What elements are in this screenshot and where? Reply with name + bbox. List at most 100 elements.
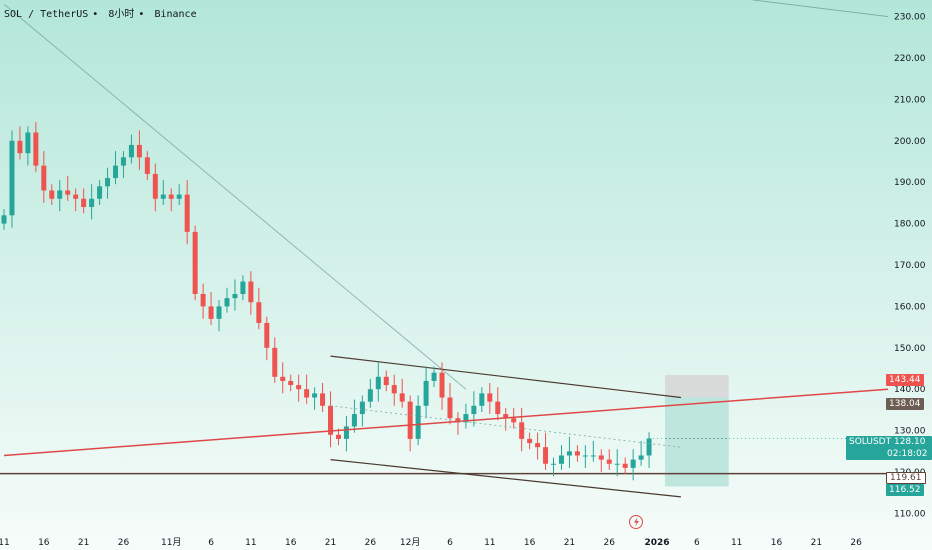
- profit-zone: [665, 397, 729, 487]
- time-tick-label: 12月: [400, 537, 420, 548]
- candle-body: [415, 405, 421, 439]
- candle-body: [264, 322, 270, 348]
- candle-body: [566, 451, 572, 456]
- stop-price-tag: 119.61: [886, 472, 926, 484]
- price-tick-label: 230.00: [894, 13, 926, 23]
- candle-body: [638, 455, 644, 460]
- candle-body: [351, 414, 357, 427]
- candle-body: [304, 389, 310, 398]
- candle-body: [288, 380, 294, 386]
- candle-body: [192, 231, 198, 294]
- candle-body: [622, 463, 628, 468]
- price-tick-label: 210.00: [894, 95, 926, 105]
- candle-body: [97, 186, 103, 199]
- time-tick-label: 6: [447, 538, 453, 548]
- candle-body: [527, 438, 533, 444]
- candle-body: [89, 198, 95, 208]
- candle-body: [128, 144, 134, 158]
- candle-body: [606, 459, 612, 464]
- candle-body: [105, 178, 111, 187]
- candle-body: [296, 385, 302, 390]
- drawings-front-layer: [3, 388, 889, 457]
- interval-label[interactable]: 8小时: [108, 9, 135, 20]
- price-tick-label: 200.00: [894, 137, 926, 147]
- symbol-tag-label: SOLUSDT: [849, 437, 892, 447]
- candle-body: [328, 405, 334, 435]
- candle-body: [73, 194, 79, 199]
- candle-body: [17, 140, 23, 154]
- candle-body: [152, 173, 158, 199]
- candle-body: [200, 293, 206, 307]
- candle-body: [9, 140, 15, 216]
- candle-body: [343, 426, 349, 439]
- candle-body: [224, 298, 230, 307]
- time-tick-label: 11: [484, 538, 495, 548]
- candle-body: [543, 447, 549, 464]
- mid-price-tag: 138.04: [886, 398, 924, 410]
- candle-body: [232, 293, 238, 299]
- candle-body: [431, 372, 437, 381]
- time-tick-label: 11: [245, 538, 256, 548]
- chart-legend: SOL / TetherUS • 8小时 • Binance: [4, 5, 201, 20]
- candle-body: [455, 418, 461, 423]
- candle-body: [447, 397, 453, 419]
- channel-upper-line: [330, 355, 682, 399]
- candle-body: [375, 376, 381, 390]
- descending-trendline: [3, 3, 467, 390]
- time-tick-label: 26: [118, 538, 130, 548]
- price-tick-label: 130.00: [894, 427, 926, 437]
- price-tick-label: 150.00: [894, 344, 926, 354]
- candle-body: [391, 385, 397, 394]
- channel-lower-line: [330, 459, 682, 498]
- time-tick-label: 21: [78, 538, 89, 548]
- candle-body: [272, 347, 278, 377]
- candle-body: [590, 455, 596, 457]
- candle-body: [312, 393, 318, 398]
- candle-body: [248, 281, 254, 303]
- low-price-tag: 116.52: [886, 484, 924, 496]
- candle-body: [582, 455, 588, 457]
- symbol-name[interactable]: SOL / TetherUS: [4, 9, 89, 20]
- upper-trendline: [750, 0, 889, 17]
- candle-body: [112, 165, 118, 179]
- drawings-layer: [0, 0, 889, 498]
- candle-body: [57, 190, 63, 199]
- time-axis[interactable]: 11 16 21 26 11月 6 11 16 21 26 12月 6 11 16 21 26 2026 6 11 1…: [0, 537, 862, 548]
- time-tick-label: 16: [38, 538, 50, 548]
- candle-body: [49, 190, 55, 199]
- candle-body: [136, 144, 142, 158]
- candle-body: [558, 455, 564, 464]
- candle-body: [511, 418, 517, 423]
- candle-body: [184, 194, 190, 232]
- candle-body: [65, 190, 71, 195]
- candle-body: [335, 434, 341, 439]
- candle-body: [519, 422, 525, 439]
- price-tick-label: 110.00: [894, 509, 926, 519]
- legend-separator: •: [138, 9, 145, 20]
- candle-body: [240, 281, 246, 294]
- candle-body: [535, 443, 541, 448]
- candle-body: [439, 372, 445, 398]
- candle-body: [574, 451, 580, 456]
- lightning-icon[interactable]: [629, 515, 643, 529]
- candle-body: [407, 401, 413, 439]
- last-price-value: 128.10: [893, 437, 926, 447]
- candle-body: [614, 463, 620, 465]
- countdown-timer: 02:18:02: [887, 449, 928, 459]
- candle-body: [383, 376, 389, 386]
- candle-body: [503, 414, 509, 419]
- candle-body: [551, 463, 557, 465]
- candle-body: [41, 165, 47, 191]
- channel-midline: [330, 405, 681, 448]
- time-tick-label: 26: [850, 538, 862, 548]
- candle-body: [320, 393, 326, 406]
- candle-body: [280, 376, 286, 381]
- price-tick-label: 220.00: [894, 54, 926, 64]
- candle-body: [463, 414, 469, 423]
- candle-body: [630, 459, 636, 468]
- time-tick-label: 16: [285, 538, 297, 548]
- price-tick-label: 170.00: [894, 261, 926, 271]
- price-tick-label: 160.00: [894, 302, 926, 312]
